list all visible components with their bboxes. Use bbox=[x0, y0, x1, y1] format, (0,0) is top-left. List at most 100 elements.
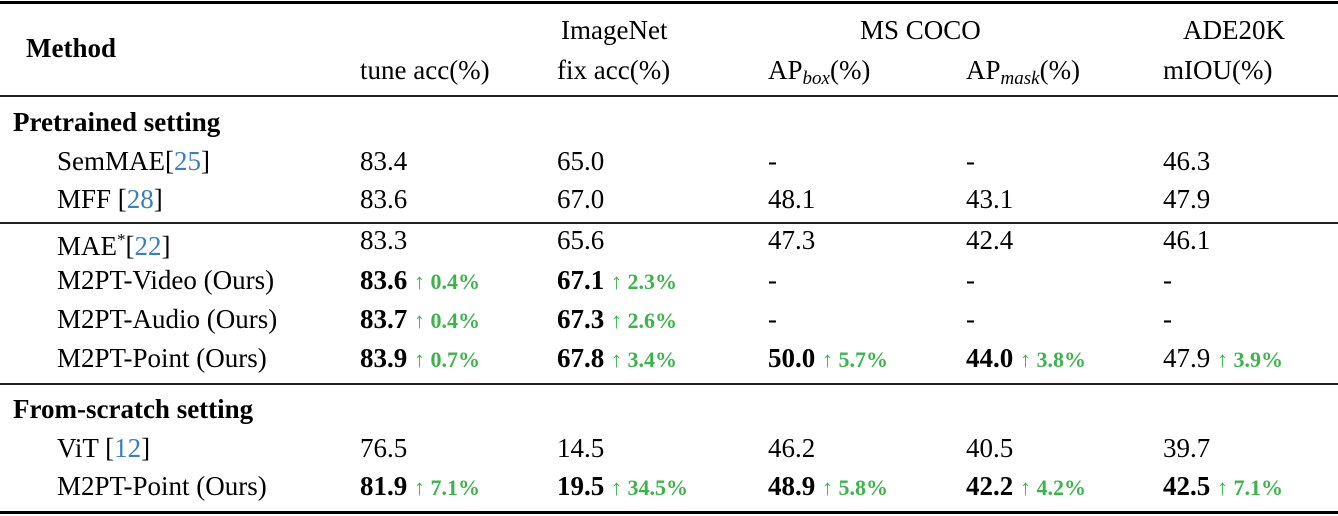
arrow-up-icon: ↑ bbox=[1020, 475, 1031, 500]
cell-value: - bbox=[1163, 304, 1172, 334]
cell-value: 83.7 bbox=[360, 304, 408, 334]
gain-badge: ↑ 5.7% bbox=[822, 347, 888, 372]
gain-badge: ↑ 2.6% bbox=[611, 308, 677, 333]
cell-value: 67.1 bbox=[557, 265, 605, 295]
arrow-up-icon: ↑ bbox=[1020, 347, 1031, 372]
table-cell: 83.7 ↑ 0.4% bbox=[360, 303, 480, 337]
method-name: MFF [28] bbox=[57, 184, 163, 214]
table-cell: 46.2 bbox=[768, 432, 815, 464]
cell-value: 83.3 bbox=[360, 225, 408, 255]
cell-value: 83.6 bbox=[360, 184, 408, 214]
table-cell: 67.8 ↑ 3.4% bbox=[557, 342, 677, 376]
cell-value: 67.0 bbox=[557, 184, 605, 214]
table-cell: 47.9 ↑ 3.9% bbox=[1163, 342, 1283, 376]
citation-link[interactable]: 28 bbox=[126, 184, 154, 214]
method-label: M2PT-Point (Ours) bbox=[57, 471, 267, 501]
method-name: ViT [12] bbox=[57, 433, 151, 463]
header-col-tune-acc: tune acc(%) bbox=[360, 55, 490, 85]
table-cell: 83.6 ↑ 0.4% bbox=[360, 264, 480, 298]
cell-value: - bbox=[768, 265, 777, 295]
header-col-ap-box: APbox(%) bbox=[768, 55, 871, 89]
header-col-miou: mIOU(%) bbox=[1163, 55, 1273, 85]
table-cell: - bbox=[966, 145, 975, 177]
cell-value: 43.1 bbox=[966, 184, 1014, 214]
method-label: M2PT-Point (Ours) bbox=[57, 343, 267, 373]
table-cell: - bbox=[966, 264, 975, 296]
method-superscript: * bbox=[117, 230, 126, 249]
arrow-up-icon: ↑ bbox=[1217, 475, 1228, 500]
arrow-up-icon: ↑ bbox=[611, 475, 622, 500]
cell-value: 42.2 bbox=[966, 471, 1014, 501]
cell-value: 46.3 bbox=[1163, 146, 1211, 176]
bottom-rule bbox=[0, 511, 1338, 514]
table-cell: 83.4 bbox=[360, 145, 407, 177]
method-name: MAE*[22] bbox=[57, 230, 171, 261]
arrow-up-icon: ↑ bbox=[611, 269, 622, 294]
table-cell: 47.3 bbox=[768, 224, 815, 256]
arrow-up-icon: ↑ bbox=[414, 308, 425, 333]
cell-value: 65.6 bbox=[557, 225, 605, 255]
gain-badge: ↑ 3.9% bbox=[1217, 347, 1283, 372]
method-label: SemMAE bbox=[57, 146, 165, 176]
table-cell: - bbox=[1163, 264, 1172, 296]
table-cell: 50.0 ↑ 5.7% bbox=[768, 342, 888, 376]
gain-badge: ↑ 0.4% bbox=[414, 308, 480, 333]
header-group-ade20k: ADE20K bbox=[1183, 15, 1285, 45]
table-cell: 65.6 bbox=[557, 224, 604, 256]
cell-value: 67.8 bbox=[557, 343, 605, 373]
method-name: SemMAE[25] bbox=[57, 146, 210, 176]
cell-value: 83.9 bbox=[360, 343, 408, 373]
cell-value: 76.5 bbox=[360, 433, 408, 463]
cell-value: 19.5 bbox=[557, 471, 605, 501]
table-cell: 40.5 bbox=[966, 432, 1013, 464]
table-cell: 47.9 bbox=[1163, 183, 1210, 215]
gain-badge: ↑ 5.8% bbox=[822, 475, 888, 500]
cell-value: - bbox=[1163, 265, 1172, 295]
cell-value: 48.9 bbox=[768, 471, 816, 501]
cell-value: 14.5 bbox=[557, 433, 605, 463]
mid-rule-1 bbox=[0, 222, 1338, 224]
mid-rule-2 bbox=[0, 383, 1338, 385]
table-cell: 14.5 bbox=[557, 432, 604, 464]
gain-badge: ↑ 34.5% bbox=[611, 475, 688, 500]
table-cell: 67.3 ↑ 2.6% bbox=[557, 303, 677, 337]
cell-value: 46.1 bbox=[1163, 225, 1211, 255]
table-cell: - bbox=[768, 303, 777, 335]
arrow-up-icon: ↑ bbox=[611, 347, 622, 372]
method-name: M2PT-Audio (Ours) bbox=[57, 303, 277, 335]
cell-value: 47.9 bbox=[1163, 343, 1211, 373]
method-label: MFF bbox=[57, 184, 112, 214]
cell-value: 50.0 bbox=[768, 343, 816, 373]
arrow-up-icon: ↑ bbox=[414, 269, 425, 294]
table-cell: 46.3 bbox=[1163, 145, 1210, 177]
method-label: M2PT-Video (Ours) bbox=[57, 265, 275, 295]
cell-value: 83.4 bbox=[360, 146, 408, 176]
cell-value: 46.2 bbox=[768, 433, 816, 463]
cell-value: 47.3 bbox=[768, 225, 816, 255]
citation-link[interactable]: 22 bbox=[134, 231, 162, 261]
table-cell: 39.7 bbox=[1163, 432, 1210, 464]
arrow-up-icon: ↑ bbox=[414, 475, 425, 500]
table-cell: - bbox=[768, 264, 777, 296]
cell-value: 83.6 bbox=[360, 265, 408, 295]
table-cell: 67.1 ↑ 2.3% bbox=[557, 264, 677, 298]
cell-value: - bbox=[768, 304, 777, 334]
table-cell: 48.1 bbox=[768, 183, 815, 215]
gain-badge: ↑ 2.3% bbox=[611, 269, 677, 294]
table-cell: 76.5 bbox=[360, 432, 407, 464]
cell-value: - bbox=[966, 304, 975, 334]
table-cell: - bbox=[768, 145, 777, 177]
method-name: M2PT-Point (Ours) bbox=[57, 470, 267, 502]
cell-value: 65.0 bbox=[557, 146, 605, 176]
table-cell: 81.9 ↑ 7.1% bbox=[360, 470, 480, 504]
citation-link[interactable]: 25 bbox=[174, 146, 201, 176]
table-cell: 48.9 ↑ 5.8% bbox=[768, 470, 888, 504]
citation-link[interactable]: 12 bbox=[114, 433, 142, 463]
arrow-up-icon: ↑ bbox=[822, 475, 833, 500]
cell-value: 81.9 bbox=[360, 471, 408, 501]
method-label: ViT bbox=[57, 433, 99, 463]
table-cell: 46.1 bbox=[1163, 224, 1210, 256]
gain-badge: ↑ 7.1% bbox=[414, 475, 480, 500]
table-cell: 43.1 bbox=[966, 183, 1013, 215]
